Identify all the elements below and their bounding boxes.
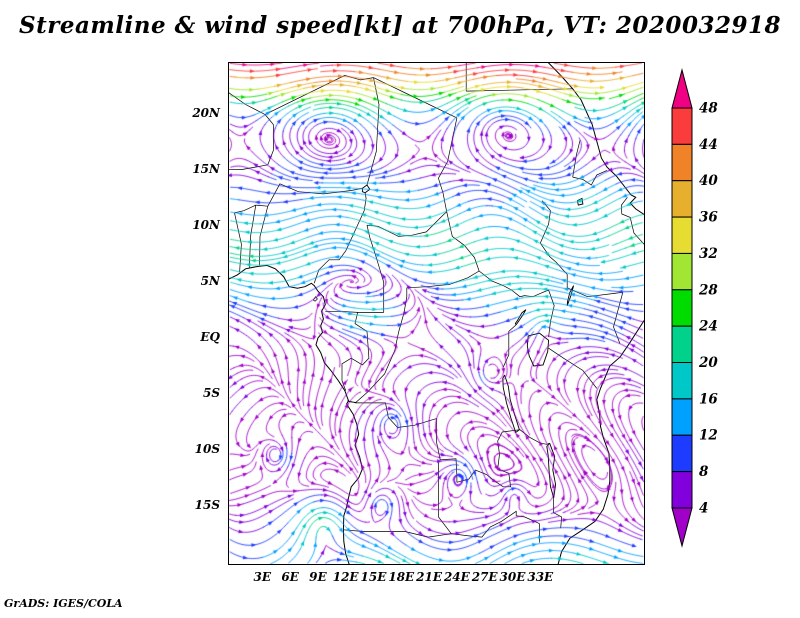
- colorbar-segment: [671, 289, 693, 327]
- colorbar-segment: [671, 434, 693, 473]
- colorbar-segment: [671, 107, 693, 145]
- colorbar-label: 44: [699, 137, 718, 153]
- colorbar-label: 4: [699, 500, 708, 516]
- colorbar-label: 16: [699, 391, 718, 407]
- colorbar-segment: [671, 216, 693, 254]
- colorbar-label: 48: [699, 101, 718, 117]
- colorbar-segment: [671, 143, 693, 182]
- y-tick-label-10S: 10S: [194, 441, 220, 456]
- x-tick-label-18E: 18E: [388, 570, 415, 584]
- x-tick-label-3E: 3E: [253, 570, 272, 584]
- y-tick-label-5N: 5N: [200, 274, 220, 289]
- x-tick-label-27E: 27E: [471, 570, 498, 584]
- y-tick-label-EQ: EQ: [200, 329, 220, 344]
- y-tick-label-15S: 15S: [194, 497, 220, 512]
- colorbar-segment: [671, 180, 693, 218]
- y-tick-label-10N: 10N: [192, 218, 220, 233]
- colorbar-label: 12: [699, 428, 718, 444]
- colorbar-segment: [671, 398, 693, 436]
- credit-text: GrADS: IGES/COLA: [4, 597, 123, 610]
- y-tick-label-20N: 20N: [192, 106, 220, 121]
- x-tick-label-33E: 33E: [527, 570, 554, 584]
- x-tick-label-21E: 21E: [416, 570, 442, 584]
- y-tick-label-15N: 15N: [192, 162, 220, 177]
- x-tick-label-6E: 6E: [281, 570, 299, 584]
- chart-title: Streamline & wind speed[kt] at 700hPa, V…: [19, 12, 781, 39]
- x-tick-label-9E: 9E: [309, 570, 327, 584]
- colorbar-arrow-bottom: [671, 507, 693, 548]
- colorbar-label: 28: [698, 282, 718, 298]
- y-tick-label-5S: 5S: [202, 385, 220, 400]
- colorbar-segment: [671, 471, 693, 509]
- colorbar-segment: [671, 325, 693, 364]
- colorbar-label: 40: [699, 173, 718, 189]
- colorbar: 48 44 40 36 32 28 24 20 16 12 8 4: [671, 68, 718, 548]
- x-tick-label-24E: 24E: [443, 570, 470, 584]
- x-tick-label-15E: 15E: [360, 570, 387, 584]
- colorbar-segment: [671, 362, 693, 400]
- colorbar-label: 8: [699, 464, 709, 480]
- colorbar-label: 20: [698, 355, 718, 371]
- colorbar-label: 32: [699, 246, 718, 262]
- colorbar-label: 24: [698, 319, 718, 335]
- colorbar-label: 36: [699, 210, 718, 226]
- streamline-canvas: [228, 62, 645, 565]
- colorbar-arrow-top: [671, 68, 693, 109]
- x-tick-label-12E: 12E: [332, 570, 359, 584]
- x-tick-label-30E: 30E: [499, 570, 526, 584]
- colorbar-segment: [671, 252, 693, 291]
